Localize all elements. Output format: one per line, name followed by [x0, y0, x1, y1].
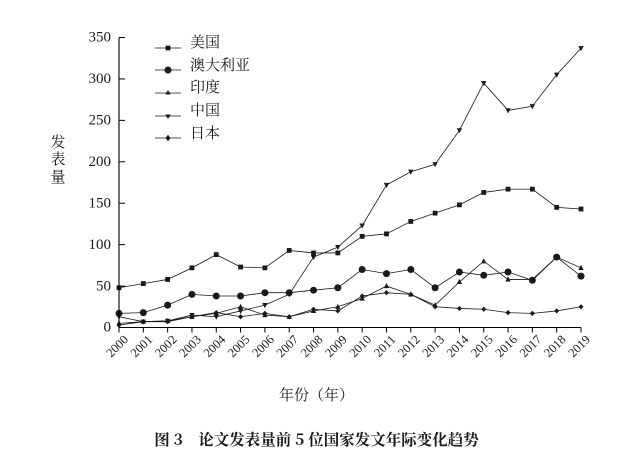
svg-text:250: 250	[89, 113, 112, 129]
svg-text:2011: 2011	[371, 332, 398, 359]
svg-text:0: 0	[104, 320, 112, 336]
svg-text:2016: 2016	[492, 332, 520, 360]
svg-text:2012: 2012	[395, 332, 423, 360]
svg-text:200: 200	[89, 154, 112, 170]
svg-text:2010: 2010	[347, 332, 375, 360]
svg-text:2001: 2001	[128, 332, 156, 360]
svg-text:2015: 2015	[468, 332, 496, 360]
svg-text:2018: 2018	[541, 332, 569, 360]
svg-text:2005: 2005	[225, 332, 253, 360]
svg-text:300: 300	[89, 71, 112, 87]
svg-text:2006: 2006	[249, 332, 277, 360]
svg-text:2017: 2017	[517, 332, 545, 360]
svg-text:2003: 2003	[176, 332, 204, 360]
svg-text:2013: 2013	[420, 332, 448, 360]
svg-text:2007: 2007	[274, 332, 302, 360]
svg-text:2000: 2000	[103, 332, 131, 360]
svg-text:2014: 2014	[444, 332, 472, 360]
svg-text:150: 150	[89, 195, 112, 211]
svg-text:2009: 2009	[322, 332, 350, 360]
svg-text:2004: 2004	[201, 332, 229, 360]
svg-text:350: 350	[89, 30, 112, 46]
svg-text:50: 50	[96, 278, 111, 294]
svg-text:2008: 2008	[298, 332, 326, 360]
svg-text:2019: 2019	[565, 332, 593, 360]
svg-text:100: 100	[89, 237, 112, 253]
svg-text:2002: 2002	[152, 332, 180, 360]
